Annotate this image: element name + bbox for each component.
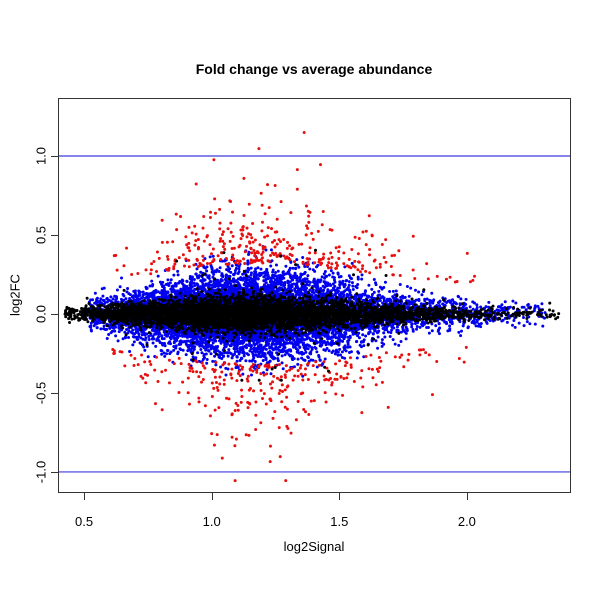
x-axis-label: log2Signal [283,539,345,554]
y-tick-label: 0.0 [33,304,49,323]
x-tick-label: 1.0 [202,514,221,529]
y-tick-label: 0.5 [33,225,49,244]
x-tick-label: 2.0 [457,514,476,529]
y-axis-label: log2FC [7,274,23,316]
y-tick-label: -1.0 [33,460,49,484]
y-tick-label: 1.0 [33,146,49,166]
y-tick-label: -0.5 [33,381,49,405]
chart-title: Fold change vs average abundance [195,61,433,77]
x-tick-label: 1.5 [330,514,349,529]
x-tick-label: 0.5 [74,514,94,529]
